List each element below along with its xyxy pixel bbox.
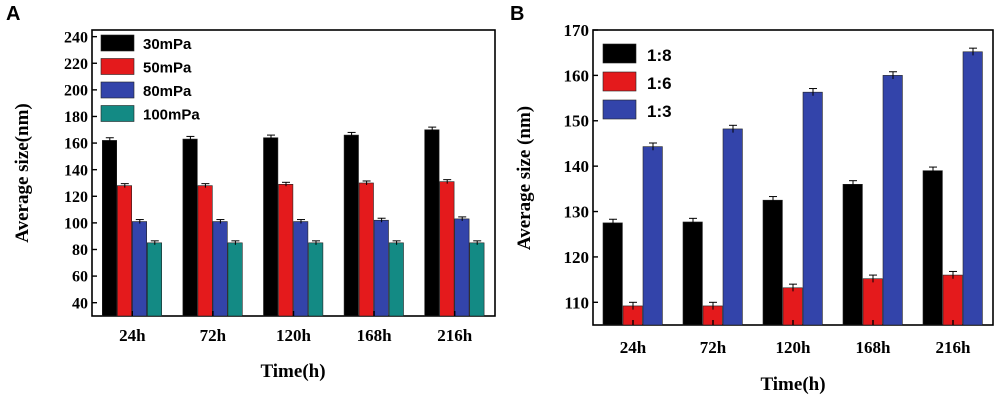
chart-a-bar bbox=[293, 221, 309, 317]
chart-a-ytick-label: 220 bbox=[64, 56, 88, 73]
chart-a-bar bbox=[227, 242, 243, 317]
chart-b-bar bbox=[962, 51, 983, 326]
chart-a-bar bbox=[278, 184, 294, 317]
chart-a-xtick-label: 120h bbox=[276, 326, 312, 345]
chart-b-legend-swatch bbox=[602, 43, 637, 64]
chart-a-bar bbox=[132, 221, 148, 317]
chart-b-ytick-label: 120 bbox=[564, 248, 590, 267]
chart-b-xtick-label: 168h bbox=[856, 338, 892, 357]
panel-label-a: A bbox=[6, 3, 20, 25]
chart-a-legend-swatch bbox=[100, 58, 135, 75]
chart-b-bar bbox=[762, 199, 783, 326]
chart-b-legend-swatch bbox=[602, 71, 637, 92]
chart-b-y-title: Average size (nm) bbox=[514, 106, 535, 250]
chart-b-ytick-label: 170 bbox=[564, 21, 590, 40]
chart-b-bar bbox=[782, 287, 803, 326]
chart-b-bar bbox=[862, 278, 883, 326]
chart-a-y-title: Average size(nm) bbox=[12, 103, 33, 242]
chart-b-xtick-label: 216h bbox=[936, 338, 972, 357]
chart-a-bar bbox=[147, 242, 163, 317]
chart-b-legend-label: 1:3 bbox=[647, 102, 672, 121]
chart-a-ytick-label: 60 bbox=[72, 269, 88, 286]
chart-b-legend-label: 1:8 bbox=[647, 46, 672, 65]
chart-a-bar bbox=[102, 140, 118, 317]
chart-b-legend: 1:8 1:6 1:3 bbox=[602, 43, 672, 121]
chart-b-xtick-label: 120h bbox=[776, 338, 812, 357]
chart-a-legend-label: 50mPa bbox=[143, 60, 192, 77]
chart-b-bars bbox=[602, 47, 983, 326]
chart-b-ytick-label: 160 bbox=[564, 66, 590, 85]
chart-b-bar bbox=[682, 221, 703, 326]
chart-a-bar bbox=[388, 242, 404, 317]
chart-a-bar bbox=[343, 134, 359, 317]
chart-a-ytick-label: 40 bbox=[72, 295, 88, 312]
chart-a-ytick-label: 120 bbox=[64, 189, 88, 206]
chart-b-legend-swatch bbox=[602, 99, 637, 120]
chart-a-x-axis: 24h 72h 120h 168h 216h bbox=[119, 311, 473, 345]
chart-a-bar bbox=[358, 182, 374, 317]
chart-a-bar bbox=[308, 242, 324, 317]
chart-a-bar bbox=[182, 138, 198, 317]
chart-b-x-title: Time(h) bbox=[760, 374, 825, 395]
chart-b-xtick-label: 72h bbox=[700, 338, 727, 357]
chart-a-bar bbox=[263, 137, 279, 317]
chart-b-bar bbox=[602, 222, 623, 326]
chart-a-legend-swatch bbox=[100, 81, 135, 99]
chart-a-xtick-label: 216h bbox=[437, 326, 473, 345]
chart-a-bars bbox=[102, 126, 485, 317]
chart-a-legend-swatch bbox=[100, 34, 135, 52]
chart-a-xtick-label: 168h bbox=[357, 326, 393, 345]
chart-b-ytick-label: 130 bbox=[564, 202, 590, 221]
chart-a-legend-label: 100mPa bbox=[143, 107, 200, 124]
chart-a-bar bbox=[454, 218, 470, 317]
chart-a-xtick-label: 72h bbox=[200, 326, 227, 345]
chart-a-bar bbox=[373, 219, 389, 317]
chart-b-ytick-label: 140 bbox=[564, 157, 590, 176]
chart-a-bar bbox=[469, 242, 485, 317]
chart-a-legend: 30mPa 50mPa 80mPa 100mPa bbox=[100, 34, 200, 124]
chart-b: 110 120 130 140 150 160 170 24h 72h 120h 168h 216h… bbox=[514, 21, 994, 395]
chart-b-bar bbox=[802, 91, 823, 326]
chart-a-bar bbox=[197, 185, 213, 317]
chart-a-y-axis: 40 60 80 100 120 140 160 180 200 220 240 bbox=[64, 29, 97, 312]
chart-a-legend-label: 80mPa bbox=[143, 83, 192, 100]
chart-a-ytick-label: 100 bbox=[64, 215, 88, 232]
chart-b-ytick-label: 150 bbox=[564, 112, 590, 131]
chart-b-bar bbox=[642, 146, 663, 326]
chart-a-legend-label: 30mPa bbox=[143, 36, 192, 53]
chart-a-ytick-label: 160 bbox=[64, 136, 88, 153]
chart-a-ytick-label: 80 bbox=[72, 242, 88, 259]
chart-a: 40 60 80 100 120 140 160 180 200 220 240 24h 72h 120… bbox=[12, 29, 496, 382]
chart-a-ytick-label: 240 bbox=[64, 29, 88, 46]
chart-a-ytick-label: 200 bbox=[64, 82, 88, 99]
chart-b-legend-label: 1:6 bbox=[647, 74, 672, 93]
chart-a-bar bbox=[212, 221, 228, 317]
chart-a-xtick-label: 24h bbox=[119, 326, 146, 345]
panel-label-b: B bbox=[510, 3, 524, 25]
chart-b-y-axis: 110 120 130 140 150 160 170 bbox=[564, 21, 598, 312]
chart-b-bar bbox=[842, 184, 863, 326]
chart-a-ytick-label: 180 bbox=[64, 109, 88, 126]
chart-a-bar bbox=[117, 185, 133, 317]
chart-b-x-axis: 24h 72h 120h 168h 216h bbox=[620, 320, 971, 357]
chart-b-bar bbox=[922, 170, 943, 326]
chart-b-ytick-label: 110 bbox=[564, 293, 589, 312]
chart-a-x-title: Time(h) bbox=[260, 361, 325, 382]
chart-b-bar bbox=[942, 274, 963, 326]
chart-a-bar bbox=[439, 181, 455, 317]
chart-b-bar bbox=[882, 75, 903, 326]
chart-a-legend-swatch bbox=[100, 105, 135, 122]
chart-b-xtick-label: 24h bbox=[620, 338, 647, 357]
chart-a-ytick-label: 140 bbox=[64, 162, 88, 179]
chart-a-bar bbox=[424, 129, 440, 317]
chart-b-bar bbox=[722, 128, 743, 326]
